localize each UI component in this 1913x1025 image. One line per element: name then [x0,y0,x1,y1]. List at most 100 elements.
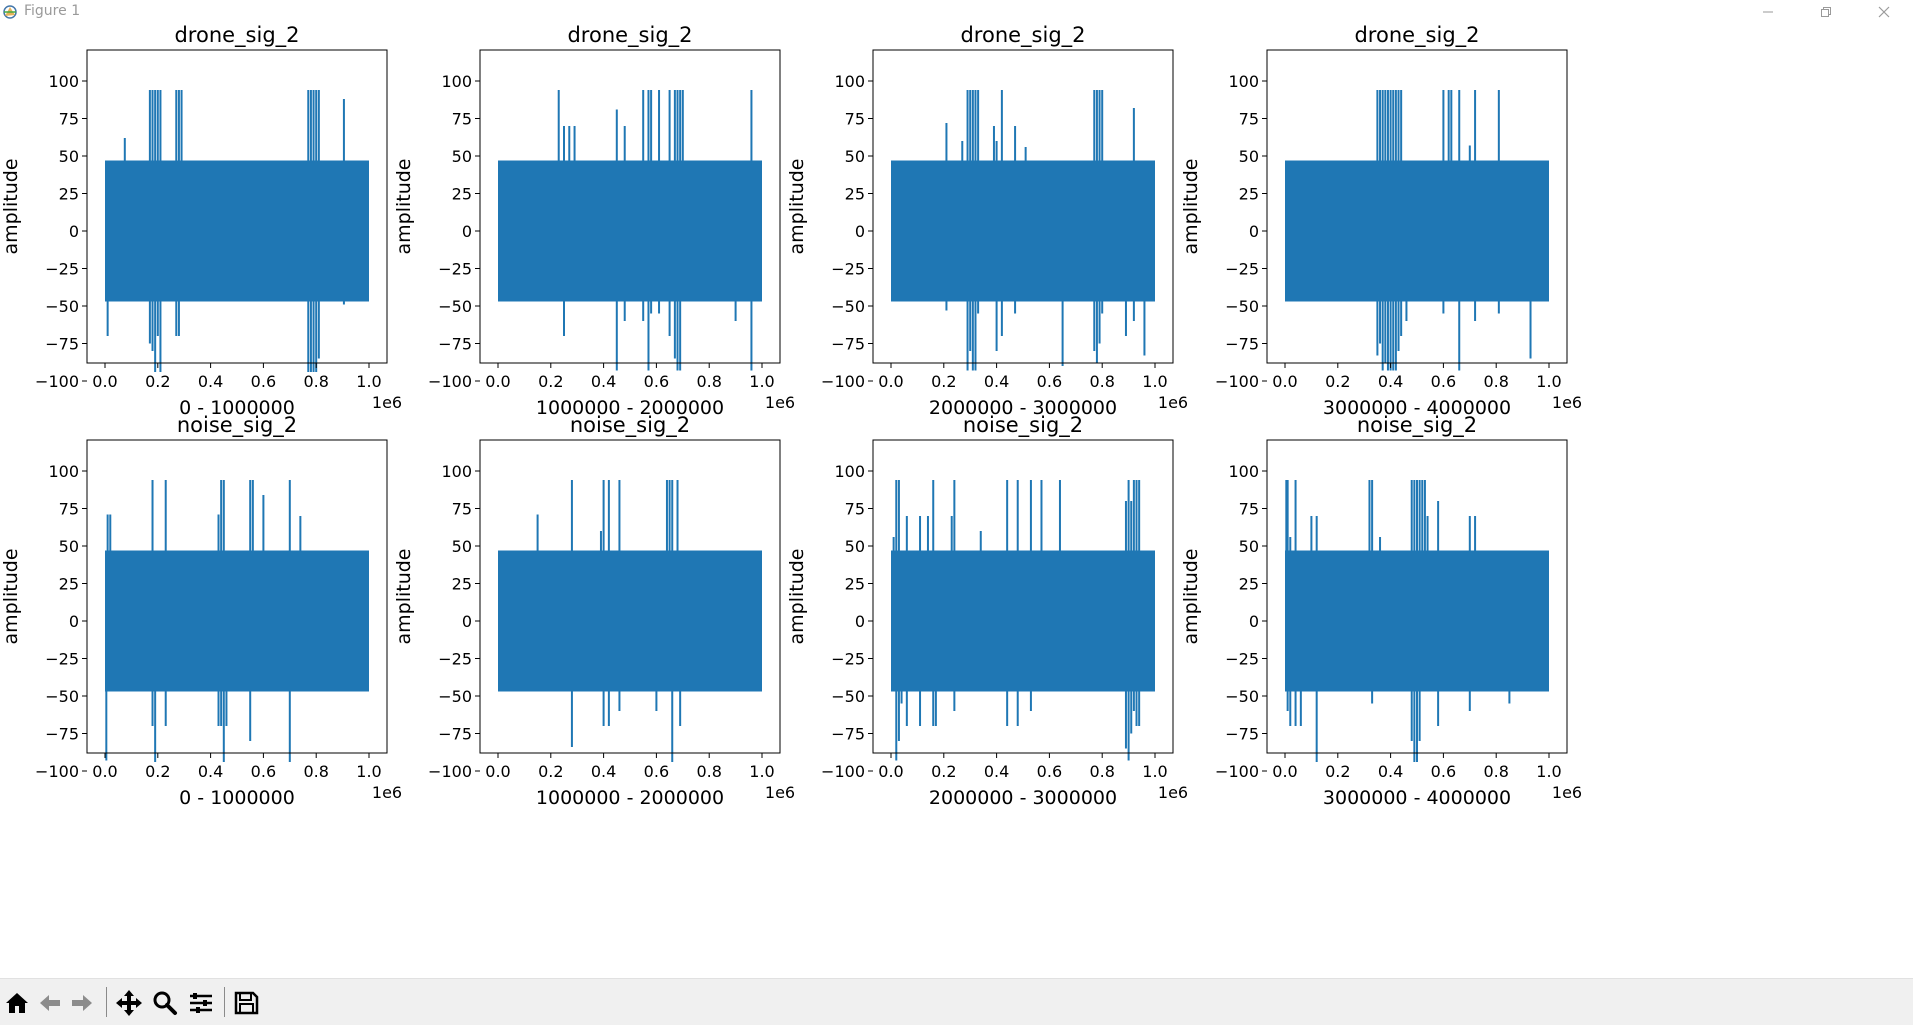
y-axis-label: amplitude [786,158,808,254]
x-tick-label: 0.6 [1037,762,1062,781]
x-tick-label: 0.2 [538,372,563,391]
y-tick-label: 0 [855,222,865,241]
x-tick-label: 0.6 [644,372,669,391]
x-tick-label: 1.0 [749,372,774,391]
sliders-icon [190,993,212,1013]
y-tick-label: 25 [452,575,472,594]
x-axis-label: 1000000 - 2000000 [536,787,724,809]
axes-frame [86,49,388,364]
y-tick-label: −75 [1225,335,1259,354]
y-tick-label: 100 [48,72,79,91]
y-tick-label: −100 [1215,762,1259,781]
signal-band [1285,160,1549,302]
y-tick-label: −100 [821,762,865,781]
y-tick-label: 100 [441,462,472,481]
x-tick-label: 0.8 [303,762,328,781]
x-tick-label: 0.8 [1089,762,1114,781]
axes-frame [872,439,1174,754]
x-tick-label: 0.6 [1431,762,1456,781]
signal-band [498,160,762,302]
y-tick-label: −100 [1215,372,1259,391]
y-tick-label: 0 [462,612,472,631]
axes-frame [1266,439,1568,754]
y-tick-label: 75 [845,110,865,129]
back-button[interactable] [35,989,65,1017]
signal-band [105,160,369,302]
x-tick-label: 0.0 [1272,372,1297,391]
x-tick-label: 0.6 [1037,372,1062,391]
y-tick-label: 50 [452,147,472,166]
x-offset-label: 1e6 [1552,783,1582,802]
y-tick-label: 100 [834,72,865,91]
y-tick-label: 0 [1249,612,1259,631]
x-tick-label: 1.0 [749,762,774,781]
y-tick-label: 100 [1228,72,1259,91]
y-axis-label: amplitude [1180,548,1202,644]
x-tick-label: 0.4 [198,372,223,391]
y-tick-label: 25 [845,575,865,594]
y-tick-label: 100 [834,462,865,481]
minimize-button[interactable] [1748,0,1788,24]
x-offset-label: 1e6 [765,393,795,412]
close-button[interactable] [1864,0,1904,24]
x-tick-label: 0.6 [1431,372,1456,391]
y-tick-label: 25 [452,185,472,204]
x-tick-label: 0.2 [538,762,563,781]
axes-frame [1266,49,1568,364]
y-tick-label: 0 [462,222,472,241]
subplot-title: drone_sig_2 [174,24,299,48]
pan-icon [116,990,142,1016]
x-tick-label: 0.0 [92,372,117,391]
restore-icon [1821,7,1831,17]
pan-button[interactable] [114,989,144,1017]
y-tick-label: −75 [45,725,79,744]
y-axis-label: amplitude [0,158,22,254]
x-tick-label: 0.2 [1325,372,1350,391]
y-axis-label: amplitude [1180,158,1202,254]
x-tick-label: 0.4 [198,762,223,781]
y-tick-label: −75 [45,335,79,354]
x-axis-label: 0 - 1000000 [179,397,295,419]
zoom-button[interactable] [150,989,180,1017]
y-tick-label: −75 [831,725,865,744]
restore-button[interactable] [1806,0,1846,24]
x-tick-label: 0.8 [1483,372,1508,391]
y-tick-label: 50 [1239,147,1259,166]
axes-frame [479,49,781,364]
y-tick-label: −50 [45,297,79,316]
x-tick-label: 0.0 [878,372,903,391]
y-tick-label: 75 [452,500,472,519]
x-offset-label: 1e6 [1158,393,1188,412]
y-tick-label: 0 [69,222,79,241]
axes-frame [86,439,388,754]
x-tick-label: 0.2 [931,762,956,781]
y-tick-label: 75 [452,110,472,129]
x-axis-label: 3000000 - 4000000 [1323,397,1511,419]
y-axis-label: amplitude [393,548,415,644]
home-button[interactable] [2,989,32,1017]
y-tick-label: 75 [59,500,79,519]
forward-button[interactable] [67,989,97,1017]
y-tick-label: −25 [831,260,865,279]
y-tick-label: 25 [1239,575,1259,594]
y-tick-label: 25 [59,185,79,204]
x-tick-label: 0.6 [251,762,276,781]
y-tick-label: −25 [831,650,865,669]
x-axis-label: 2000000 - 3000000 [929,397,1117,419]
y-tick-label: 50 [59,147,79,166]
x-tick-label: 0.8 [1483,762,1508,781]
window-titlebar: Figure 1 [0,0,1913,24]
y-tick-label: −75 [1225,725,1259,744]
x-tick-label: 1.0 [356,372,381,391]
configure-subplots-button[interactable] [186,989,216,1017]
y-tick-label: −25 [438,260,472,279]
subplot-title: noise_sig_2 [963,413,1083,438]
y-tick-label: −100 [35,762,79,781]
y-tick-label: 0 [1249,222,1259,241]
x-tick-label: 0.0 [485,762,510,781]
save-button[interactable] [231,989,261,1017]
axes-frame [479,439,781,754]
x-tick-label: 0.4 [591,762,616,781]
y-tick-label: 75 [1239,110,1259,129]
subplot-title: drone_sig_2 [1354,24,1479,48]
